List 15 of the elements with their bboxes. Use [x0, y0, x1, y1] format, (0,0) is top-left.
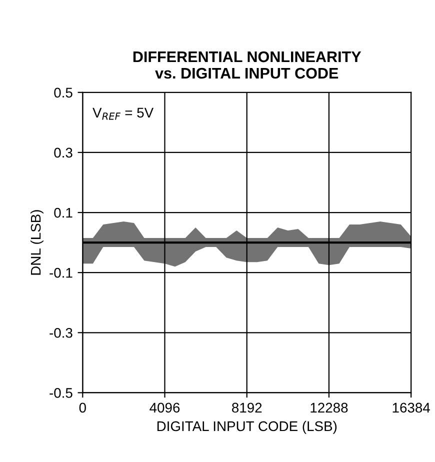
y-tick-label: 0.5: [54, 88, 72, 98]
y-tick-label: -0.1: [50, 268, 72, 278]
y-tick-label: -0.5: [50, 388, 72, 398]
y-axis-title: DNL (LSB): [30, 210, 44, 275]
y-tick-label: 0.3: [54, 148, 72, 158]
y-tick-label: -0.3: [50, 328, 72, 338]
x-tick-label: 16384: [392, 402, 430, 413]
chart-title: DIFFERENTIAL NONLINEARITY vs. DIGITAL INPUT CODE: [133, 51, 362, 79]
x-tick-label: 4096: [150, 402, 180, 413]
annotation: V$_{REF}$ = 5V: [92, 108, 154, 120]
x-axis-title: DIGITAL INPUT CODE (LSB): [157, 420, 337, 434]
x-tick-label: 12288: [310, 402, 348, 413]
x-tick-label: 8192: [232, 402, 262, 413]
x-tick-label: 0: [79, 402, 86, 413]
y-tick-label: 0.1: [54, 208, 72, 218]
